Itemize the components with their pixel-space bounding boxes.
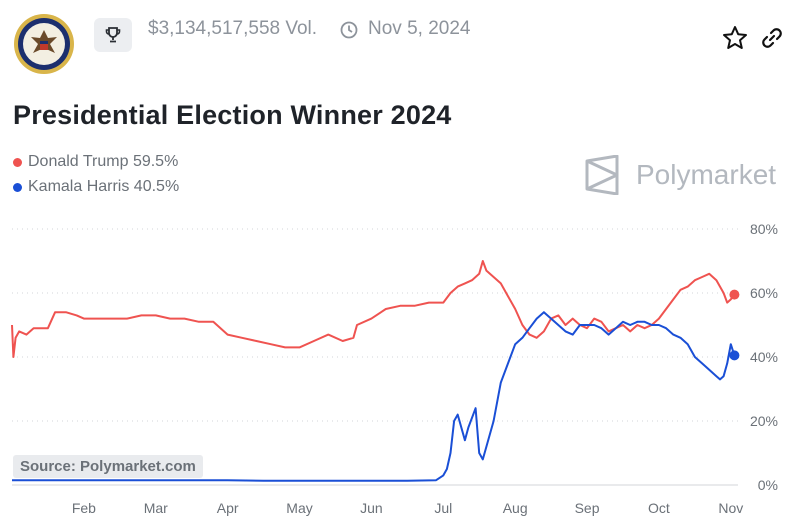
series-line-harris: [12, 311, 736, 482]
volume-text: $3,134,517,558 Vol.: [148, 18, 318, 39]
series-end-point-trump: [729, 289, 740, 300]
trophy-icon: [105, 27, 121, 43]
presidential-seal-icon: [14, 14, 74, 74]
price-chart: 0% 20% 40% 60% 80% Feb Mar Apr May Jun Jul Aug Sep Oc…: [11, 221, 778, 516]
polymarket-logo-icon: [585, 155, 619, 195]
legend-item-harris: Kamala Harris 40.5%: [13, 178, 179, 196]
x-tick-label: Apr: [217, 500, 239, 516]
legend-item-trump: Donald Trump 59.5%: [13, 153, 178, 171]
x-tick-label: May: [286, 500, 312, 516]
y-tick-label: 0%: [758, 477, 778, 493]
link-icon[interactable]: [759, 25, 785, 51]
legend-label-trump: Donald Trump 59.5%: [28, 153, 179, 170]
polymarket-logo: Polymarket: [584, 153, 784, 197]
y-tick-label: 60%: [750, 285, 778, 301]
source-label: Source: Polymarket.com: [13, 455, 203, 478]
series-end-point-harris: [729, 350, 740, 361]
polymarket-wordmark: Polymarket: [636, 159, 777, 190]
y-tick-label: 80%: [750, 221, 778, 237]
y-tick-label: 40%: [750, 349, 778, 365]
series-line-trump: [11, 260, 736, 358]
legend-label-harris: Kamala Harris 40.5%: [28, 178, 180, 195]
y-tick-label: 20%: [750, 413, 778, 429]
legend-dot-trump: [13, 157, 22, 167]
x-tick-label: Oct: [648, 500, 670, 516]
market-title: Presidential Election Winner 2024: [13, 100, 452, 130]
legend-dot-harris: [13, 182, 22, 192]
x-tick-label: Feb: [72, 500, 96, 516]
x-tick-label: Jun: [360, 500, 383, 516]
clock-icon: [340, 21, 358, 39]
x-tick-label: Nov: [718, 500, 743, 516]
end-date-text: Nov 5, 2024: [368, 18, 471, 39]
x-tick-label: Sep: [575, 500, 600, 516]
x-tick-label: Mar: [144, 500, 168, 516]
x-tick-label: Aug: [503, 500, 528, 516]
x-tick-label: Jul: [434, 500, 452, 516]
trophy-button[interactable]: [94, 18, 132, 52]
star-icon[interactable]: [721, 24, 749, 52]
